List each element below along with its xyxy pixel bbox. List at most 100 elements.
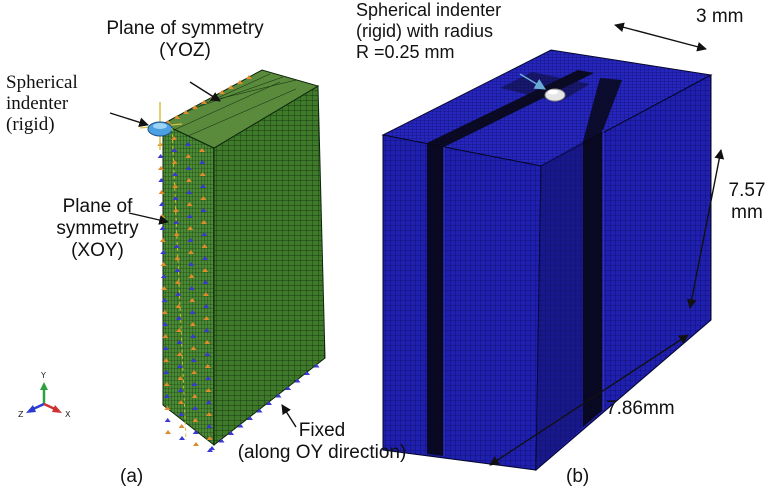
dimension-line-height: [686, 149, 725, 309]
bc-marker-51: [202, 292, 209, 296]
label-indenter-b-line3: R =0.25 mm: [356, 42, 455, 62]
bc-marker-80: [163, 370, 170, 374]
dense-band-right-top: [583, 78, 622, 141]
label-indenter-a-line2: indenter: [6, 93, 69, 114]
bc-marker-35: [201, 244, 208, 248]
bc-marker-11: [199, 172, 206, 176]
bc-marker-110: [266, 401, 272, 405]
bc-marker-47: [202, 280, 209, 284]
bc-marker-9: [171, 160, 178, 164]
bc-marker-101: [179, 436, 185, 440]
bc-marker-76: [163, 358, 170, 362]
bc-marker-56: [161, 298, 168, 302]
bc-marker-117: [174, 115, 180, 119]
bc-marker-72: [162, 346, 169, 350]
bc-marker-87: [205, 400, 212, 404]
bc-marker-85: [177, 388, 184, 392]
bc-marker-66: [190, 334, 197, 338]
bc-marker-59: [203, 316, 210, 320]
bc-marker-31: [201, 232, 208, 236]
dimension-height-unit: mm: [731, 202, 763, 223]
bc-marker-95: [206, 424, 213, 428]
arrow-indenter-b: [519, 73, 546, 90]
bc-marker-94: [192, 418, 199, 422]
bc-marker-27: [200, 220, 207, 224]
dense-band-right: [583, 130, 603, 427]
bc-marker-108: [247, 416, 253, 420]
arrow-plane-yoz: [189, 81, 221, 102]
side-face: [213, 85, 326, 447]
dimension-length-label: 7.86mm: [606, 398, 675, 419]
bc-marker-48: [160, 274, 167, 278]
label-plane-yoz: Plane of symmetry (YOZ): [70, 18, 300, 62]
label-plane-xoy-line1: Plane of: [62, 196, 133, 217]
arrow-indenter-a: [109, 112, 149, 128]
caption-b: (b): [566, 466, 590, 487]
bc-marker-114: [304, 371, 310, 375]
boundary-condition-markers: [157, 75, 320, 452]
bc-marker-62: [189, 322, 196, 326]
bc-marker-81: [177, 376, 184, 380]
bc-marker-71: [204, 352, 211, 356]
bc-marker-86: [191, 394, 198, 398]
spherical-indenter-b: [544, 88, 566, 102]
bc-marker-83: [205, 388, 212, 392]
bc-marker-109: [256, 408, 263, 413]
bc-marker-5: [171, 148, 178, 152]
axis-label-y: Y: [41, 371, 46, 380]
dimension-height-value: 7.57: [728, 180, 766, 201]
label-fixed-line2: (along OY direction): [237, 442, 407, 463]
bc-marker-96: [164, 418, 171, 422]
bc-marker-26: [186, 214, 193, 218]
bc-marker-24: [158, 202, 165, 206]
bc-marker-7: [199, 160, 206, 164]
label-plane-yoz-line1: Plane of symmetry: [106, 18, 264, 39]
bc-marker-82: [191, 382, 198, 386]
bc-marker-112: [285, 386, 291, 390]
bc-marker-104: [209, 446, 215, 450]
bc-marker-98: [192, 430, 199, 434]
bc-marker-63: [203, 328, 210, 332]
bc-marker-84: [163, 382, 170, 386]
bc-marker-118: [183, 110, 189, 114]
bc-marker-113: [294, 378, 301, 383]
bc-marker-58: [189, 310, 196, 314]
caption-a: (a): [120, 466, 144, 487]
label-fixed-line1: Fixed: [298, 420, 346, 441]
bc-marker-44: [160, 262, 167, 266]
spherical-indenter-a: [139, 102, 183, 150]
bc-marker-89: [178, 400, 185, 404]
bc-marker-106: [228, 431, 234, 435]
label-plane-xoy: Plane of symmetry (XOY): [40, 196, 155, 262]
bc-marker-78: [191, 370, 198, 374]
dense-band-front: [427, 143, 444, 456]
coordinate-triad: [26, 382, 62, 413]
bc-marker-1: [171, 136, 177, 140]
dense-band-front-right: [536, 141, 583, 470]
bc-marker-97: [178, 424, 185, 428]
arrow-fixed: [281, 404, 297, 428]
label-indenter-b: Spherical indenter (rigid) with radius R…: [356, 0, 501, 63]
dimension-width-label: 3 mm: [696, 6, 744, 27]
bc-marker-93: [178, 412, 185, 416]
bc-marker-49: [174, 280, 181, 284]
bc-marker-68: [162, 334, 169, 338]
bc-marker-6: [185, 154, 192, 158]
bc-marker-50: [188, 286, 195, 290]
bc-marker-119: [192, 105, 198, 109]
bc-marker-60: [161, 310, 168, 314]
bc-marker-40: [160, 250, 167, 254]
bc-marker-115: [313, 363, 320, 368]
bc-marker-42: [188, 262, 195, 266]
bc-marker-125: [246, 75, 252, 79]
bc-marker-10: [185, 166, 192, 170]
bc-marker-13: [171, 172, 178, 176]
bc-marker-38: [187, 250, 194, 254]
label-plane-xoy-line3: (XOY): [71, 240, 124, 261]
label-fixed: Fixed (along OY direction): [222, 420, 422, 464]
axis-label-z: Z: [18, 410, 24, 419]
bc-marker-123: [228, 85, 234, 89]
bc-marker-61: [175, 316, 182, 320]
dimension-line-width: [614, 22, 707, 52]
bc-marker-29: [173, 220, 180, 224]
